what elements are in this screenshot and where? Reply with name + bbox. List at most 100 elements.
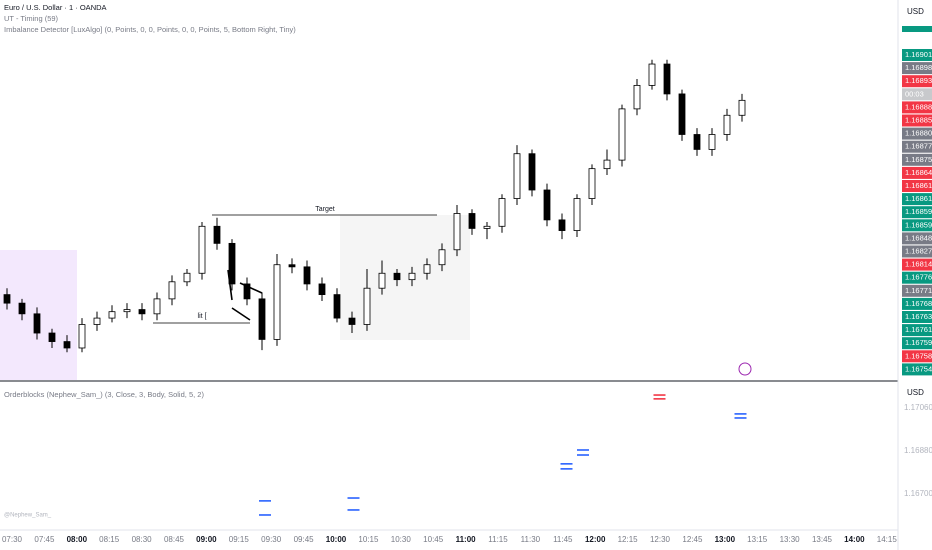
price-marker	[902, 26, 932, 32]
candle-body	[33, 313, 41, 334]
x-tick-label: 10:30	[391, 535, 412, 544]
price-tag-label: 1.16898	[905, 63, 932, 72]
x-tick-label: 09:15	[229, 535, 250, 544]
price-tag-label: 1.16759	[905, 338, 932, 347]
candle-body	[408, 272, 416, 281]
price-tag-label: 1.16758	[905, 351, 932, 360]
candle-body	[693, 134, 701, 150]
price-tag	[902, 49, 932, 61]
x-tick-label: 08:30	[132, 535, 153, 544]
candle-body	[153, 298, 161, 315]
candle-body	[588, 168, 596, 199]
candle-body	[288, 264, 296, 268]
candle-body	[573, 198, 581, 231]
event-icon	[738, 362, 752, 376]
candle-body	[138, 309, 146, 315]
x-tick-label: 12:30	[650, 535, 671, 544]
price-tag	[902, 140, 932, 153]
x-tick-label: 10:00	[326, 535, 347, 544]
indicator-label: UT - Timing (59)	[4, 14, 59, 23]
target-zone	[340, 215, 470, 340]
candle-body	[363, 287, 371, 325]
price-tag	[902, 271, 932, 284]
price-tag-label: 1.16859	[905, 207, 932, 216]
price-tag	[902, 88, 932, 101]
price-tag-label: 1.16880	[905, 129, 932, 138]
x-tick-label: 08:45	[164, 535, 185, 544]
x-tick-label: 13:15	[747, 535, 768, 544]
candle-body	[348, 317, 356, 325]
price-tag-label: 1.16893	[905, 76, 932, 85]
x-tick-label: 12:45	[682, 535, 703, 544]
price-tag-label: 1.16814	[905, 260, 932, 269]
price-tag-label: 1.16877	[905, 142, 932, 151]
y-tick-label: 1.16700	[904, 489, 932, 498]
candle-body	[498, 198, 506, 227]
price-tag	[902, 245, 932, 258]
price-tag	[902, 75, 932, 88]
candle-body	[528, 153, 536, 191]
x-tick-label: 07:45	[34, 535, 55, 544]
candle-body	[723, 114, 731, 135]
watermark: @Nephew_Sam_	[4, 513, 52, 519]
price-tag	[902, 153, 932, 166]
price-tag-label: 1.16754	[905, 364, 932, 373]
x-tick-label: 11:45	[553, 535, 573, 544]
x-tick-label: 12:00	[585, 535, 606, 544]
price-tag	[902, 284, 932, 297]
symbol-title: Euro / U.S. Dollar · 1 · OANDA	[4, 3, 107, 12]
candle-body	[708, 134, 716, 150]
x-tick-label: 08:00	[67, 535, 88, 544]
price-tag	[902, 219, 932, 232]
price-tag	[902, 337, 932, 350]
price-tag	[902, 206, 932, 219]
price-tag-label: 1.16768	[905, 299, 932, 308]
x-tick-label: 07:30	[2, 535, 23, 544]
x-tick-label: 13:00	[715, 535, 736, 544]
candle-body	[303, 266, 311, 285]
x-tick-label: 14:15	[877, 535, 898, 544]
candle-body	[3, 294, 11, 304]
price-tag-label: 1.16859	[905, 220, 932, 229]
candle-body	[393, 272, 401, 281]
candle-body	[243, 283, 251, 300]
price-tag-label: 00:03	[905, 89, 924, 98]
candle-body	[678, 93, 686, 135]
candle-body	[93, 317, 101, 325]
candle-body	[438, 249, 446, 266]
price-tag	[902, 101, 932, 114]
candle-body	[603, 159, 611, 170]
price-tag	[902, 193, 932, 206]
candle-body	[258, 298, 266, 340]
candle-body	[378, 272, 386, 289]
candle-body	[198, 225, 206, 274]
candle-body	[333, 294, 341, 319]
price-tag	[902, 166, 932, 179]
x-tick-label: 08:15	[99, 535, 120, 544]
candle-body	[423, 264, 431, 274]
candle-body	[48, 332, 56, 342]
candle-body	[63, 341, 71, 349]
y-tick-label: 1.16880	[904, 446, 932, 455]
candle-body	[18, 302, 26, 315]
candle-body	[648, 63, 656, 86]
candle-body	[78, 324, 86, 349]
candle-body	[273, 264, 281, 340]
candle-body	[183, 272, 191, 283]
indicator-label: Imbalance Detector [LuxAlgo] (0, Points,…	[4, 25, 296, 34]
candle-body	[453, 213, 461, 251]
x-tick-label: 11:15	[488, 535, 508, 544]
x-tick-label: 09:30	[261, 535, 282, 544]
candle-body	[738, 99, 746, 116]
x-tick-label: 10:45	[423, 535, 444, 544]
candle-body	[168, 281, 176, 300]
candle-body	[558, 219, 566, 231]
price-tag	[902, 232, 932, 245]
price-tag-label: 1.16776	[905, 273, 932, 282]
currency-label: USD	[907, 7, 924, 16]
candle-body	[543, 189, 551, 221]
candle-body	[468, 213, 476, 229]
candle-body	[618, 108, 626, 161]
price-tag-label: 1.16885	[905, 115, 932, 124]
